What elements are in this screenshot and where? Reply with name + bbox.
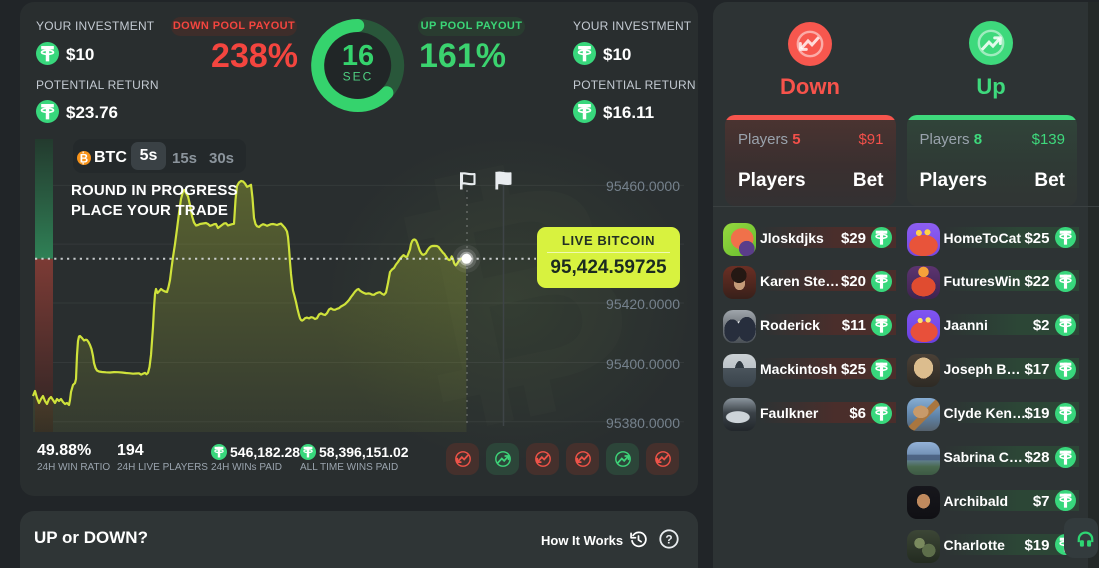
svg-text:B: B: [79, 152, 87, 165]
svg-text:16: 16: [342, 40, 374, 72]
svg-text:SEC: SEC: [343, 70, 374, 84]
svg-text:?: ?: [665, 533, 672, 547]
